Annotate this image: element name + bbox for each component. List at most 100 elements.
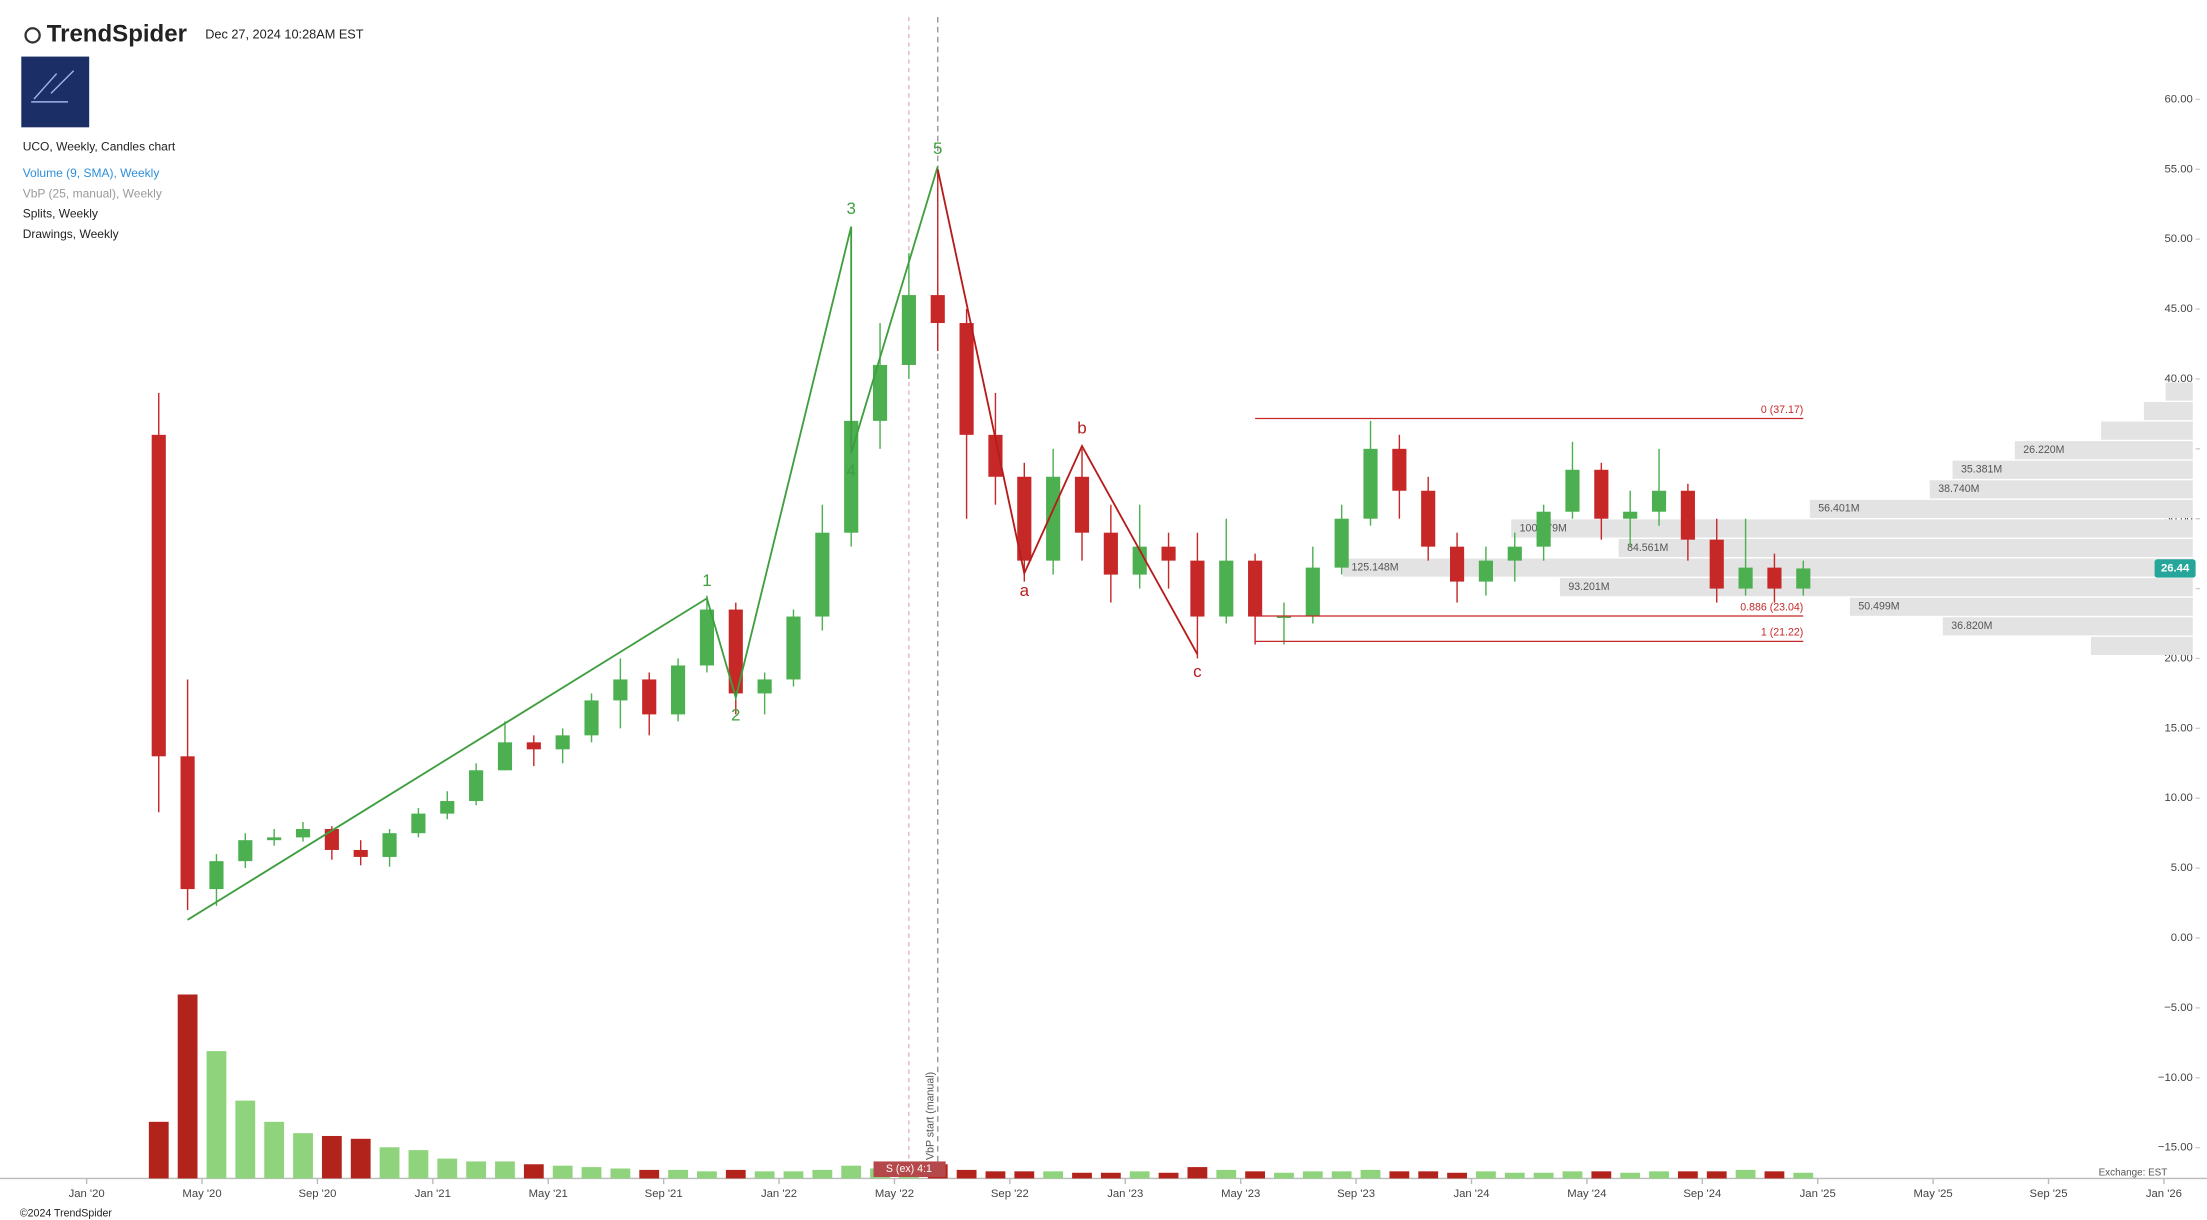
candle-body [353, 849, 368, 857]
x-tick-label: Jan '21 [415, 1188, 451, 1200]
candle-body [1248, 560, 1263, 617]
candle-body [930, 295, 945, 324]
vbp-label: 84.561M [1627, 542, 1668, 554]
volume-bar [1360, 1169, 1381, 1179]
volume-bar [1706, 1171, 1727, 1179]
volume-bar [581, 1167, 602, 1179]
candle-body [209, 861, 224, 890]
x-tick-label: Sep '25 [2030, 1188, 2068, 1200]
volume-bar [1014, 1171, 1035, 1179]
x-tick-label: May '25 [1914, 1188, 1953, 1200]
fib-label: 0 (37.17) [1761, 404, 1803, 416]
y-tick-label: 0.00 [2171, 932, 2193, 944]
volume-bar [235, 1100, 256, 1179]
volume-bar [293, 1133, 313, 1179]
volume-bar [379, 1147, 400, 1179]
volume-bar [1331, 1171, 1352, 1179]
symbol-logo-art [31, 70, 75, 103]
volume-bar [466, 1161, 487, 1179]
candle-body [1738, 567, 1753, 589]
candle-body [815, 532, 830, 617]
wave-label: 4 [846, 461, 855, 480]
volume-bar [1187, 1167, 1208, 1179]
y-tick-label: 20.00 [2165, 652, 2193, 664]
vbp-bar [1942, 617, 2193, 636]
volume-bar [1072, 1172, 1092, 1179]
indicator-label: Drawings, Weekly [23, 227, 119, 241]
volume-bar [985, 1171, 1006, 1179]
vbp-bar [2014, 441, 2193, 460]
wave-line [187, 166, 939, 921]
volume-bar [841, 1165, 862, 1179]
indicator-label: Volume (9, SMA), Weekly [23, 166, 160, 180]
candle-body [497, 742, 513, 771]
volume-bar [1562, 1171, 1583, 1179]
x-tick-label: May '23 [1221, 1188, 1260, 1200]
vbp-label: 125.148M [1351, 561, 1398, 573]
candle-body [555, 735, 570, 750]
copyright: ©2024 TrendSpider [20, 1208, 112, 1220]
candle-body [901, 295, 916, 365]
candle-body [238, 840, 253, 862]
volume-bar [1620, 1172, 1641, 1179]
candle-body [1276, 616, 1292, 618]
candle-body [1623, 511, 1638, 519]
volume-bar [783, 1171, 804, 1179]
volume-bar [408, 1150, 429, 1179]
volume-bar [668, 1169, 688, 1179]
candle-body [872, 364, 888, 421]
volume-bar [812, 1169, 833, 1179]
volume-bar [1447, 1172, 1467, 1179]
wave-label: 2 [731, 705, 740, 724]
candle-body [411, 813, 426, 834]
logo: TrendSpider Dec 27, 2024 10:28AM EST [21, 21, 364, 128]
volume-bar [552, 1165, 573, 1179]
wave-line [936, 169, 1199, 655]
volume-bar [1764, 1171, 1785, 1179]
x-tick-label: Jan '26 [2146, 1188, 2182, 1200]
candle-body [440, 801, 455, 814]
volume-bar [1533, 1172, 1554, 1179]
split-label: S (ex) 4:1 [886, 1163, 932, 1175]
vbp-bar [1809, 499, 2193, 518]
y-tick-label: 15.00 [2165, 722, 2193, 734]
indicator-label: VbP (25, manual), Weekly [23, 186, 162, 200]
wave-label: 5 [933, 139, 942, 158]
candle-body [1132, 546, 1147, 575]
candle-body [1017, 476, 1032, 561]
vbp-label: 36.820M [1951, 620, 1992, 632]
volume-bar [495, 1161, 515, 1179]
candle-body [1219, 560, 1234, 617]
candle-body [728, 609, 743, 694]
volume-bar [1591, 1171, 1612, 1179]
x-tick-label: Sep '22 [991, 1188, 1029, 1200]
vbp-bar [2090, 636, 2193, 655]
vbp-label: 56.401M [1818, 503, 1859, 515]
candle-body [1478, 560, 1493, 582]
volume-bar [725, 1169, 746, 1179]
x-tick-label: May '24 [1567, 1188, 1606, 1200]
candle-body [1449, 546, 1465, 582]
volume-bar [639, 1169, 660, 1179]
candle-body [324, 828, 339, 850]
symbol-logo [21, 56, 90, 128]
vbp-bar [2165, 382, 2193, 401]
volume-bar [1129, 1171, 1150, 1179]
candle-body [1305, 567, 1320, 617]
vbp-label: 50.499M [1858, 601, 1899, 613]
candle-body [1074, 476, 1090, 533]
vbp-start-label: VbP start (manual) [924, 1072, 936, 1160]
x-tick-label: Jan '24 [1453, 1188, 1489, 1200]
wave-label: 1 [702, 571, 711, 590]
volume-bar [956, 1169, 977, 1179]
y-tick-label: −10.00 [2158, 1072, 2193, 1084]
candle-body [1190, 560, 1205, 617]
volume-bar [523, 1164, 544, 1179]
volume-bar [1245, 1171, 1266, 1179]
x-tick-label: May '22 [875, 1188, 914, 1200]
brand: TrendSpider [47, 21, 187, 48]
candle-body [1103, 532, 1118, 575]
candle-body [267, 837, 282, 841]
